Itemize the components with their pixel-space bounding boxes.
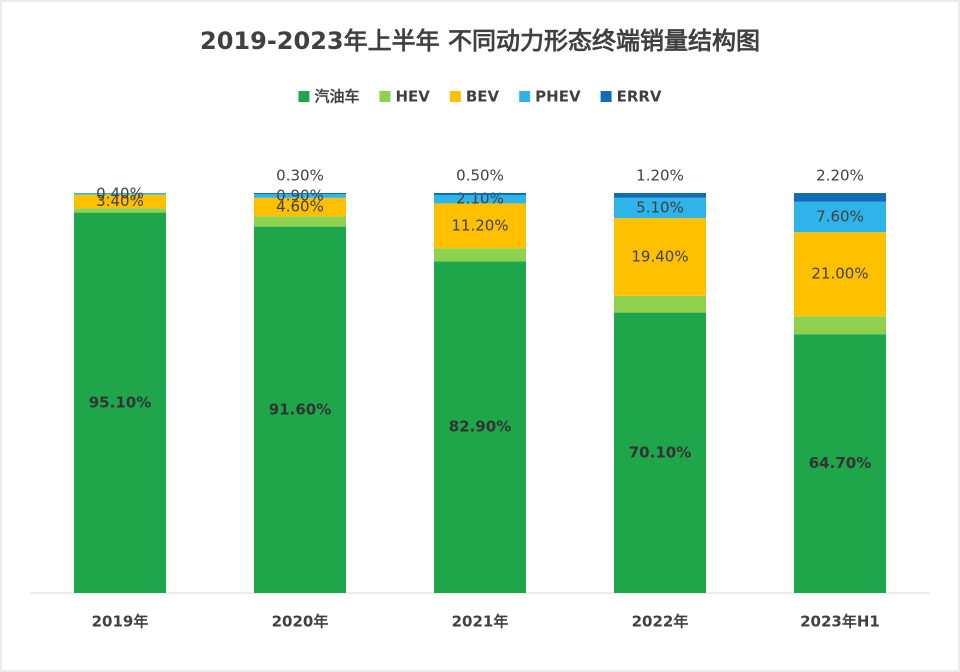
bar-segment: [434, 261, 526, 593]
legend-label: ERRV: [617, 88, 662, 106]
data-label: 2.20%: [816, 167, 864, 185]
legend-marker: [449, 91, 461, 102]
bar-segment: [434, 193, 526, 195]
bar-segment: [434, 195, 526, 204]
bar-segment: [794, 232, 886, 317]
data-label: 11.20%: [451, 216, 508, 234]
bar-segment: [614, 295, 706, 313]
data-label: 19.40%: [631, 248, 688, 266]
data-label: 0.30%: [276, 167, 324, 185]
bar-segment: [74, 212, 166, 593]
bar-segment: [434, 203, 526, 249]
bar-segment: [74, 194, 166, 209]
data-label: 82.90%: [449, 418, 511, 436]
bar-segment: [794, 201, 886, 233]
bar-segment: [254, 216, 346, 227]
data-label: 21.00%: [811, 265, 868, 283]
data-label: 1.20%: [636, 167, 684, 185]
data-label: 91.60%: [269, 400, 331, 418]
data-label: 70.10%: [629, 443, 691, 461]
data-label: 0.50%: [456, 167, 504, 185]
bar-segment: [614, 193, 706, 198]
bar-segment: [254, 193, 346, 195]
legend-marker: [298, 91, 310, 102]
x-tick-label: 2019年: [92, 613, 149, 631]
data-label: 3.40%: [96, 192, 144, 210]
bar-segment: [794, 334, 886, 593]
data-label: 5.10%: [636, 199, 684, 217]
legend-label: BEV: [466, 88, 500, 106]
chart-title: 2019-2023年上半年 不同动力形态终端销量结构图: [200, 27, 760, 55]
bar-segment: [254, 197, 346, 217]
bar-segment: [614, 218, 706, 296]
bar-segment: [794, 193, 886, 202]
bar-segment: [794, 316, 886, 335]
legend-marker: [379, 91, 391, 102]
data-label: 95.10%: [89, 393, 151, 411]
bar-segment: [614, 312, 706, 593]
legend-label: PHEV: [535, 88, 581, 106]
bar-segment: [434, 248, 526, 262]
bar-segment: [254, 226, 346, 593]
legend-marker: [600, 91, 612, 102]
x-tick-label: 2020年: [272, 613, 329, 631]
bar-segment: [74, 208, 166, 213]
data-label: 7.60%: [816, 208, 864, 226]
data-label: 4.60%: [276, 198, 324, 216]
data-label: 0.90%: [276, 187, 324, 205]
x-tick-label: 2022年: [632, 613, 689, 631]
legend-marker: [519, 91, 531, 102]
bar-segment: [74, 193, 166, 195]
data-label: 64.70%: [809, 454, 871, 472]
data-label: 0.40%: [96, 184, 144, 202]
bar-segment: [254, 194, 346, 198]
x-tick-label: 2021年: [452, 613, 509, 631]
x-tick-label: 2023年H1: [800, 613, 880, 631]
legend-label: 汽油车: [314, 88, 359, 106]
bar-segment: [614, 197, 706, 219]
legend-label: HEV: [395, 88, 430, 106]
data-label: 2.10%: [456, 190, 504, 208]
